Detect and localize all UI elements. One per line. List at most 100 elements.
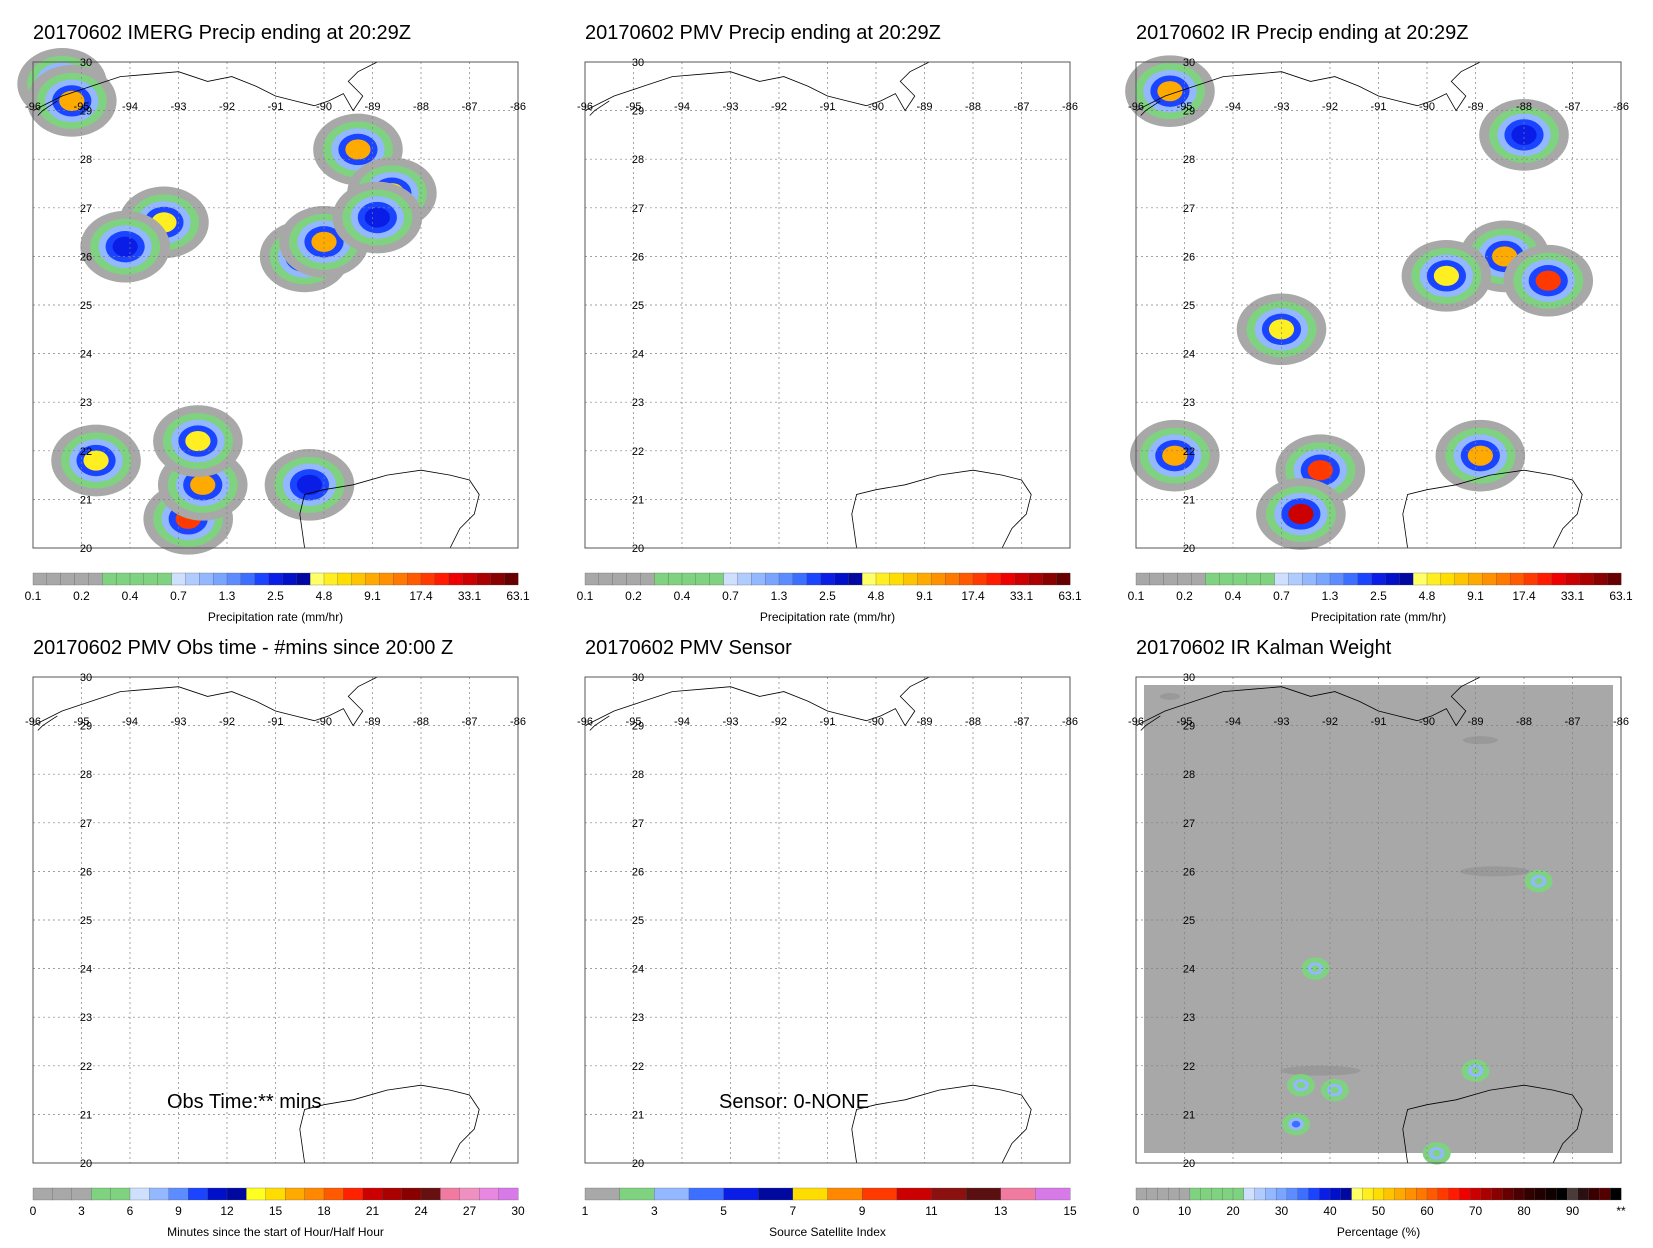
lat-tick-label: 21 [632,494,644,506]
colorbar-swatch [1254,1187,1266,1201]
colorbar-tick-label: 60 [1420,1204,1434,1218]
lat-tick-label: 27 [1183,203,1195,215]
lat-tick-label: 26 [1183,866,1195,878]
lat-tick-label: 24 [632,349,644,361]
colorbar-swatch [619,1187,655,1201]
lon-tick-label: -96 [25,101,41,113]
colorbar-label: Precipitation rate (mm/hr) [208,610,343,624]
colorbar-tick-label: 3 [78,1204,85,1218]
colorbar-swatch [792,1187,828,1201]
colorbar-swatch [110,1187,131,1201]
precip-cell [345,139,371,160]
colorbar-swatch [171,572,186,586]
colorbar-tick-label: 17.4 [1512,589,1536,603]
coastline [584,61,930,112]
colorbar-swatch [945,572,960,586]
colorbar-swatch [1551,572,1567,586]
colorbar-swatch [917,572,932,586]
colorbar-tick-label: 0.1 [1128,589,1145,603]
lat-tick-label: 25 [1183,300,1195,312]
coastline [1140,100,1161,116]
lat-tick-label: 26 [632,251,644,263]
colorbar-swatch [1308,1187,1320,1201]
lon-tick-label: -91 [268,716,284,728]
colorbar-label: Precipitation rate (mm/hr) [760,610,895,624]
colorbar-swatch [296,572,311,586]
colorbar-swatch [1513,1187,1525,1201]
lon-tick-label: -88 [413,716,429,728]
panel-pmv: 20170602 PMV Precip ending at 20:29Z -96-… [577,22,1085,624]
colorbar-tick-label: 9.1 [1467,589,1484,603]
lon-tick-label: -89 [917,716,933,728]
precip-cell [1330,1086,1340,1094]
colorbar-swatch [1274,572,1289,586]
colorbar-tick-label: 15 [269,1204,283,1218]
colorbar-tick-label: 5 [720,1204,727,1218]
colorbar-tick-label: 0.2 [625,589,642,603]
lat-tick-label: 25 [632,300,644,312]
colorbar-swatch [1146,1187,1159,1201]
lon-tick-label: -86 [1062,101,1078,113]
colorbar-tick-label: 9 [859,1204,866,1218]
colorbar-swatch [323,572,339,586]
lon-tick-label: -88 [1516,716,1532,728]
colorbar-swatch [226,572,242,586]
colorbar-swatch [149,1187,170,1201]
lat-tick-label: 30 [632,57,644,69]
lon-tick-label: -90 [868,716,884,728]
lat-tick-label: 28 [1183,154,1195,166]
colorbar-swatch [1534,1187,1547,1201]
colorbar-swatch [861,572,877,586]
lon-tick-label: -88 [965,101,981,113]
coastline [37,100,58,116]
lat-tick-label: 29 [1183,106,1195,118]
coastline [589,715,610,731]
colorbar-swatch [406,572,422,586]
colorbar-tick-label: 17.4 [409,589,433,603]
kalman-streak [1462,736,1498,745]
colorbar-swatch [1509,572,1525,586]
colorbar-swatch [490,572,505,586]
precip-cell [311,231,337,252]
colorbar-swatch [365,572,380,586]
colorbar-swatch [46,572,62,586]
colorbar-tick-label: 0.7 [170,589,187,603]
precip-cell [1268,319,1295,340]
colorbar-tick-label: 6 [127,1204,134,1218]
map-kalman: -96 -95 -94 -93 -92 -91 -90 -89 -88 -87 -86 20 21 22 2… [1128,672,1629,1170]
panel-obstime: 20170602 PMV Obs time - #mins since 20:0… [25,637,533,1239]
colorbar-swatch [401,1187,422,1201]
colorbar-swatch [1448,1187,1460,1201]
precip-cell [1288,503,1314,525]
colorbar-tick-label: 0.4 [674,589,691,603]
colorbar-tick-label: 90 [1566,1204,1580,1218]
colorbar-swatch [71,1187,92,1201]
colorbar-swatch [129,1187,150,1201]
colorbar-tick-label: 15 [1063,1204,1077,1218]
colorbar-swatch [503,572,519,586]
colorbar-swatch [1565,572,1580,586]
colorbar-swatch [1288,572,1303,586]
panel-title: 20170602 PMV Sensor [585,637,792,659]
colorbar-swatch [584,1187,621,1201]
colorbar-swatch [240,572,256,586]
colorbar-swatch [1566,1187,1579,1201]
colorbar-swatch [709,572,725,586]
lat-tick-label: 21 [632,1109,644,1121]
colorbar-swatch [1191,572,1206,586]
panel-annotation: Obs Time:** mins [167,1091,322,1113]
lon-tick-label: -87 [462,716,478,728]
colorbar-swatch [965,1187,1002,1201]
colorbar-swatch [168,1187,189,1201]
lon-tick-label: -93 [1274,716,1290,728]
colorbar-swatch [931,1187,967,1201]
colorbar-tick-label: 0 [30,1204,37,1218]
lon-tick-label: -96 [25,716,41,728]
precip-cell [1535,270,1561,291]
lon-tick-label: -86 [510,716,526,728]
colorbar-label: Source Satellite Index [769,1225,886,1239]
map-frame [1135,676,1622,1164]
colorbar-swatch [778,572,794,586]
colorbar-swatch [681,572,697,586]
colorbar-tick-label: ** [1616,1204,1626,1218]
